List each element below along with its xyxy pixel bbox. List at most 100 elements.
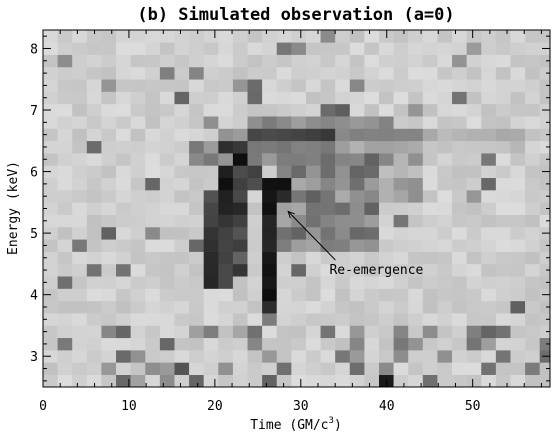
- heatmap-cell: [408, 226, 424, 240]
- heatmap-cell: [510, 165, 526, 179]
- heatmap-cell: [466, 54, 482, 68]
- heatmap-cell: [510, 374, 526, 388]
- heatmap-cell: [276, 300, 292, 314]
- heatmap-cell: [247, 66, 263, 80]
- heatmap-cell: [349, 362, 365, 375]
- heatmap-cell: [291, 54, 307, 68]
- heatmap-cell: [86, 153, 102, 166]
- heatmap-cell: [130, 116, 146, 129]
- heatmap-cell: [57, 54, 73, 68]
- heatmap-cell: [116, 325, 131, 339]
- heatmap-cell: [466, 276, 482, 289]
- heatmap-cell: [218, 300, 234, 314]
- heatmap-cell: [86, 350, 102, 363]
- heatmap-cell: [57, 288, 73, 302]
- heatmap-cell: [495, 177, 511, 191]
- heatmap-cell: [291, 239, 307, 252]
- heatmap-cell: [291, 300, 307, 314]
- heatmap-cell: [145, 226, 161, 240]
- heatmap-cell: [247, 226, 263, 240]
- heatmap-cell: [378, 79, 394, 92]
- heatmap-cell: [539, 128, 551, 142]
- heatmap-cell: [218, 42, 234, 55]
- heatmap-cell: [349, 239, 365, 252]
- heatmap-cell: [466, 288, 482, 302]
- heatmap-cell: [262, 116, 278, 129]
- heatmap-cell: [189, 313, 204, 326]
- heatmap-cell: [130, 313, 146, 326]
- heatmap-cell: [189, 362, 204, 375]
- heatmap-cell: [159, 153, 175, 166]
- heatmap-cell: [466, 165, 482, 179]
- heatmap-cell: [203, 91, 219, 105]
- heatmap-cell: [466, 263, 482, 277]
- heatmap-cell: [539, 251, 551, 265]
- heatmap-cell: [422, 226, 438, 240]
- heatmap-cell: [130, 190, 146, 203]
- heatmap-cell: [130, 374, 146, 388]
- heatmap-cell: [291, 325, 307, 339]
- heatmap-cell: [174, 30, 190, 43]
- heatmap-cell: [378, 313, 394, 326]
- heatmap-cell: [422, 300, 438, 314]
- heatmap-cell: [247, 263, 263, 277]
- heatmap-cell: [452, 276, 467, 289]
- heatmap-cell: [232, 140, 248, 154]
- heatmap-cell: [378, 116, 394, 129]
- heatmap-cell: [159, 116, 175, 129]
- heatmap-cell: [276, 350, 292, 363]
- heatmap-cell: [232, 128, 248, 142]
- heatmap-cell: [422, 251, 438, 265]
- heatmap-cell: [174, 226, 190, 240]
- heatmap-cell: [452, 362, 467, 375]
- heatmap-cell: [349, 325, 365, 339]
- heatmap-cell: [481, 276, 497, 289]
- heatmap-cell: [364, 66, 380, 80]
- heatmap-cell: [145, 239, 161, 252]
- heatmap-cell: [335, 140, 351, 154]
- heatmap-cell: [437, 30, 453, 43]
- heatmap-cell: [43, 251, 58, 265]
- heatmap-cell: [116, 165, 131, 179]
- heatmap-cell: [247, 300, 263, 314]
- heatmap-cell: [335, 165, 351, 179]
- heatmap-cell: [510, 325, 526, 339]
- heatmap-cell: [116, 202, 131, 215]
- heatmap-cell: [174, 91, 190, 105]
- heatmap-cell: [159, 288, 175, 302]
- heatmap-cell: [101, 140, 117, 154]
- heatmap-cell: [393, 140, 409, 154]
- heatmap-cell: [174, 313, 190, 326]
- heatmap-cell: [130, 66, 146, 80]
- heatmap-cell: [481, 91, 497, 105]
- heatmap-cell: [437, 362, 453, 375]
- heatmap-cell: [422, 313, 438, 326]
- heatmap-cell: [525, 300, 540, 314]
- heatmap-cell: [218, 54, 234, 68]
- heatmap-cell: [466, 42, 482, 55]
- heatmap-cell: [422, 337, 438, 351]
- heatmap-cell: [247, 165, 263, 179]
- heatmap-cell: [481, 128, 497, 142]
- heatmap-cell: [525, 362, 540, 375]
- heatmap-cell: [130, 300, 146, 314]
- heatmap-cell: [203, 374, 219, 388]
- heatmap-cell: [408, 325, 424, 339]
- heatmap-cell: [232, 350, 248, 363]
- heatmap-cell: [101, 116, 117, 129]
- heatmap-cell: [276, 239, 292, 252]
- heatmap-cell: [393, 103, 409, 117]
- heatmap-cell: [232, 325, 248, 339]
- heatmap-cell: [43, 190, 58, 203]
- heatmap-cell: [86, 66, 102, 80]
- heatmap-cell: [408, 288, 424, 302]
- heatmap-cell: [291, 337, 307, 351]
- heatmap-cell: [437, 263, 453, 277]
- heatmap-cell: [510, 153, 526, 166]
- heatmap-cell: [262, 300, 278, 314]
- heatmap-cell: [378, 226, 394, 240]
- heatmap-cell: [101, 239, 117, 252]
- heatmap-cell: [335, 214, 351, 228]
- heatmap-cell: [189, 42, 204, 55]
- heatmap-cell: [525, 54, 540, 68]
